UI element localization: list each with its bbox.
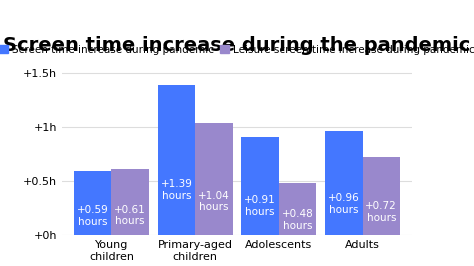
Bar bbox=[74, 172, 111, 235]
Text: +0.59
hours: +0.59 hours bbox=[77, 205, 109, 227]
Bar bbox=[195, 123, 233, 235]
Text: +1.39
hours: +1.39 hours bbox=[161, 179, 192, 201]
Text: +1.04
hours: +1.04 hours bbox=[198, 191, 230, 212]
Bar bbox=[158, 85, 195, 235]
Bar bbox=[363, 157, 400, 235]
Legend: Screen time increase during pandemic, Leisure screen time increase during pandem: Screen time increase during pandemic, Le… bbox=[0, 40, 474, 59]
Text: +0.48
hours: +0.48 hours bbox=[282, 209, 313, 231]
Bar bbox=[111, 169, 149, 235]
Bar bbox=[325, 131, 363, 235]
Bar bbox=[279, 183, 316, 235]
Text: +0.96
hours: +0.96 hours bbox=[328, 193, 360, 215]
Title: Screen time increase during the pandemic: Screen time increase during the pandemic bbox=[3, 36, 471, 55]
Text: +0.61
hours: +0.61 hours bbox=[114, 205, 146, 226]
Text: +0.72
hours: +0.72 hours bbox=[365, 201, 397, 223]
Bar bbox=[241, 137, 279, 235]
Text: +0.91
hours: +0.91 hours bbox=[244, 195, 276, 217]
